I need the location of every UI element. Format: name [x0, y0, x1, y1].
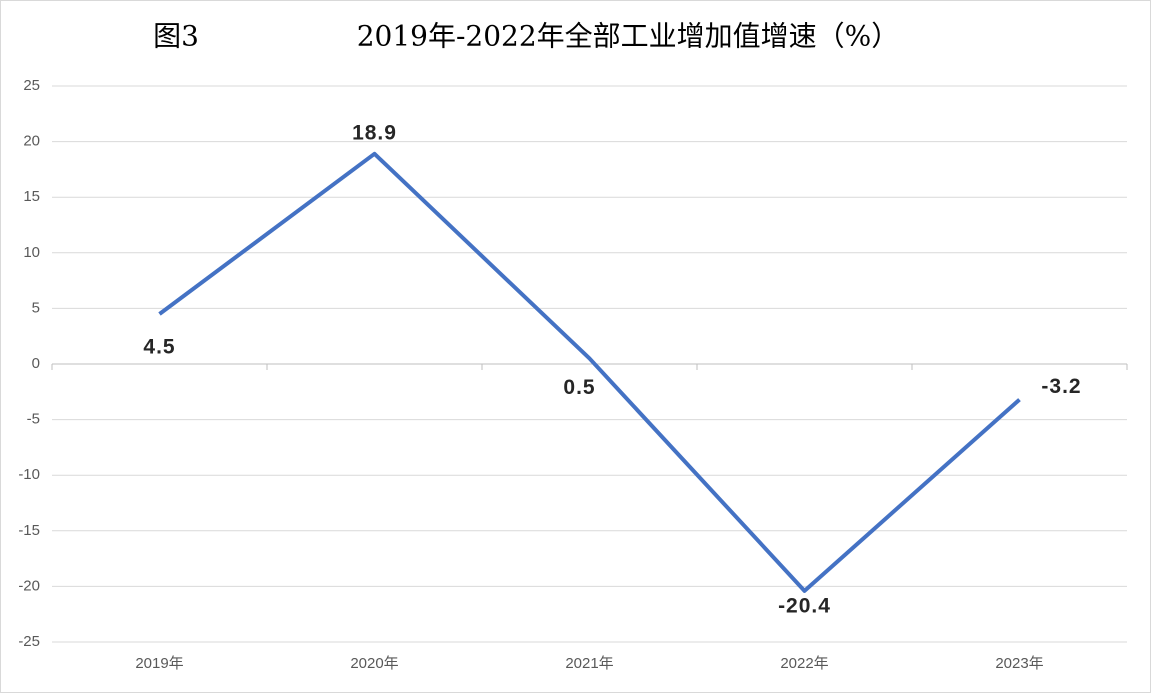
data-label: -3.2 [1041, 375, 1081, 398]
y-tick-label: 25 [23, 77, 40, 94]
y-tick-label: 5 [32, 299, 40, 316]
figure-label: 图3 [153, 20, 199, 53]
x-tick-label: 2022年 [780, 655, 828, 672]
data-label: -20.4 [778, 594, 831, 617]
y-tick-label: -20 [18, 577, 40, 594]
x-tick-label: 2020年 [350, 655, 398, 672]
data-label: 0.5 [563, 376, 595, 399]
y-tick-label: -10 [18, 466, 40, 483]
x-tick-label: 2019年 [135, 655, 183, 672]
data-label: 18.9 [352, 121, 397, 144]
data-line [158, 151, 1021, 593]
y-tick-label: 20 [23, 133, 40, 150]
y-tick-label: 10 [23, 244, 40, 261]
y-tick-label: -25 [18, 633, 40, 650]
y-tick-label: -15 [18, 522, 40, 539]
y-tick-label: -5 [27, 411, 40, 428]
y-tick-label: 15 [23, 188, 40, 205]
y-tick-label: 0 [32, 355, 40, 372]
x-tick-label: 2021年 [565, 655, 613, 672]
x-tick-label: 2023年 [995, 655, 1043, 672]
data-label: 4.5 [143, 336, 175, 359]
chart-title: 2019年-2022年全部工业增加值增速（%） [357, 20, 900, 53]
